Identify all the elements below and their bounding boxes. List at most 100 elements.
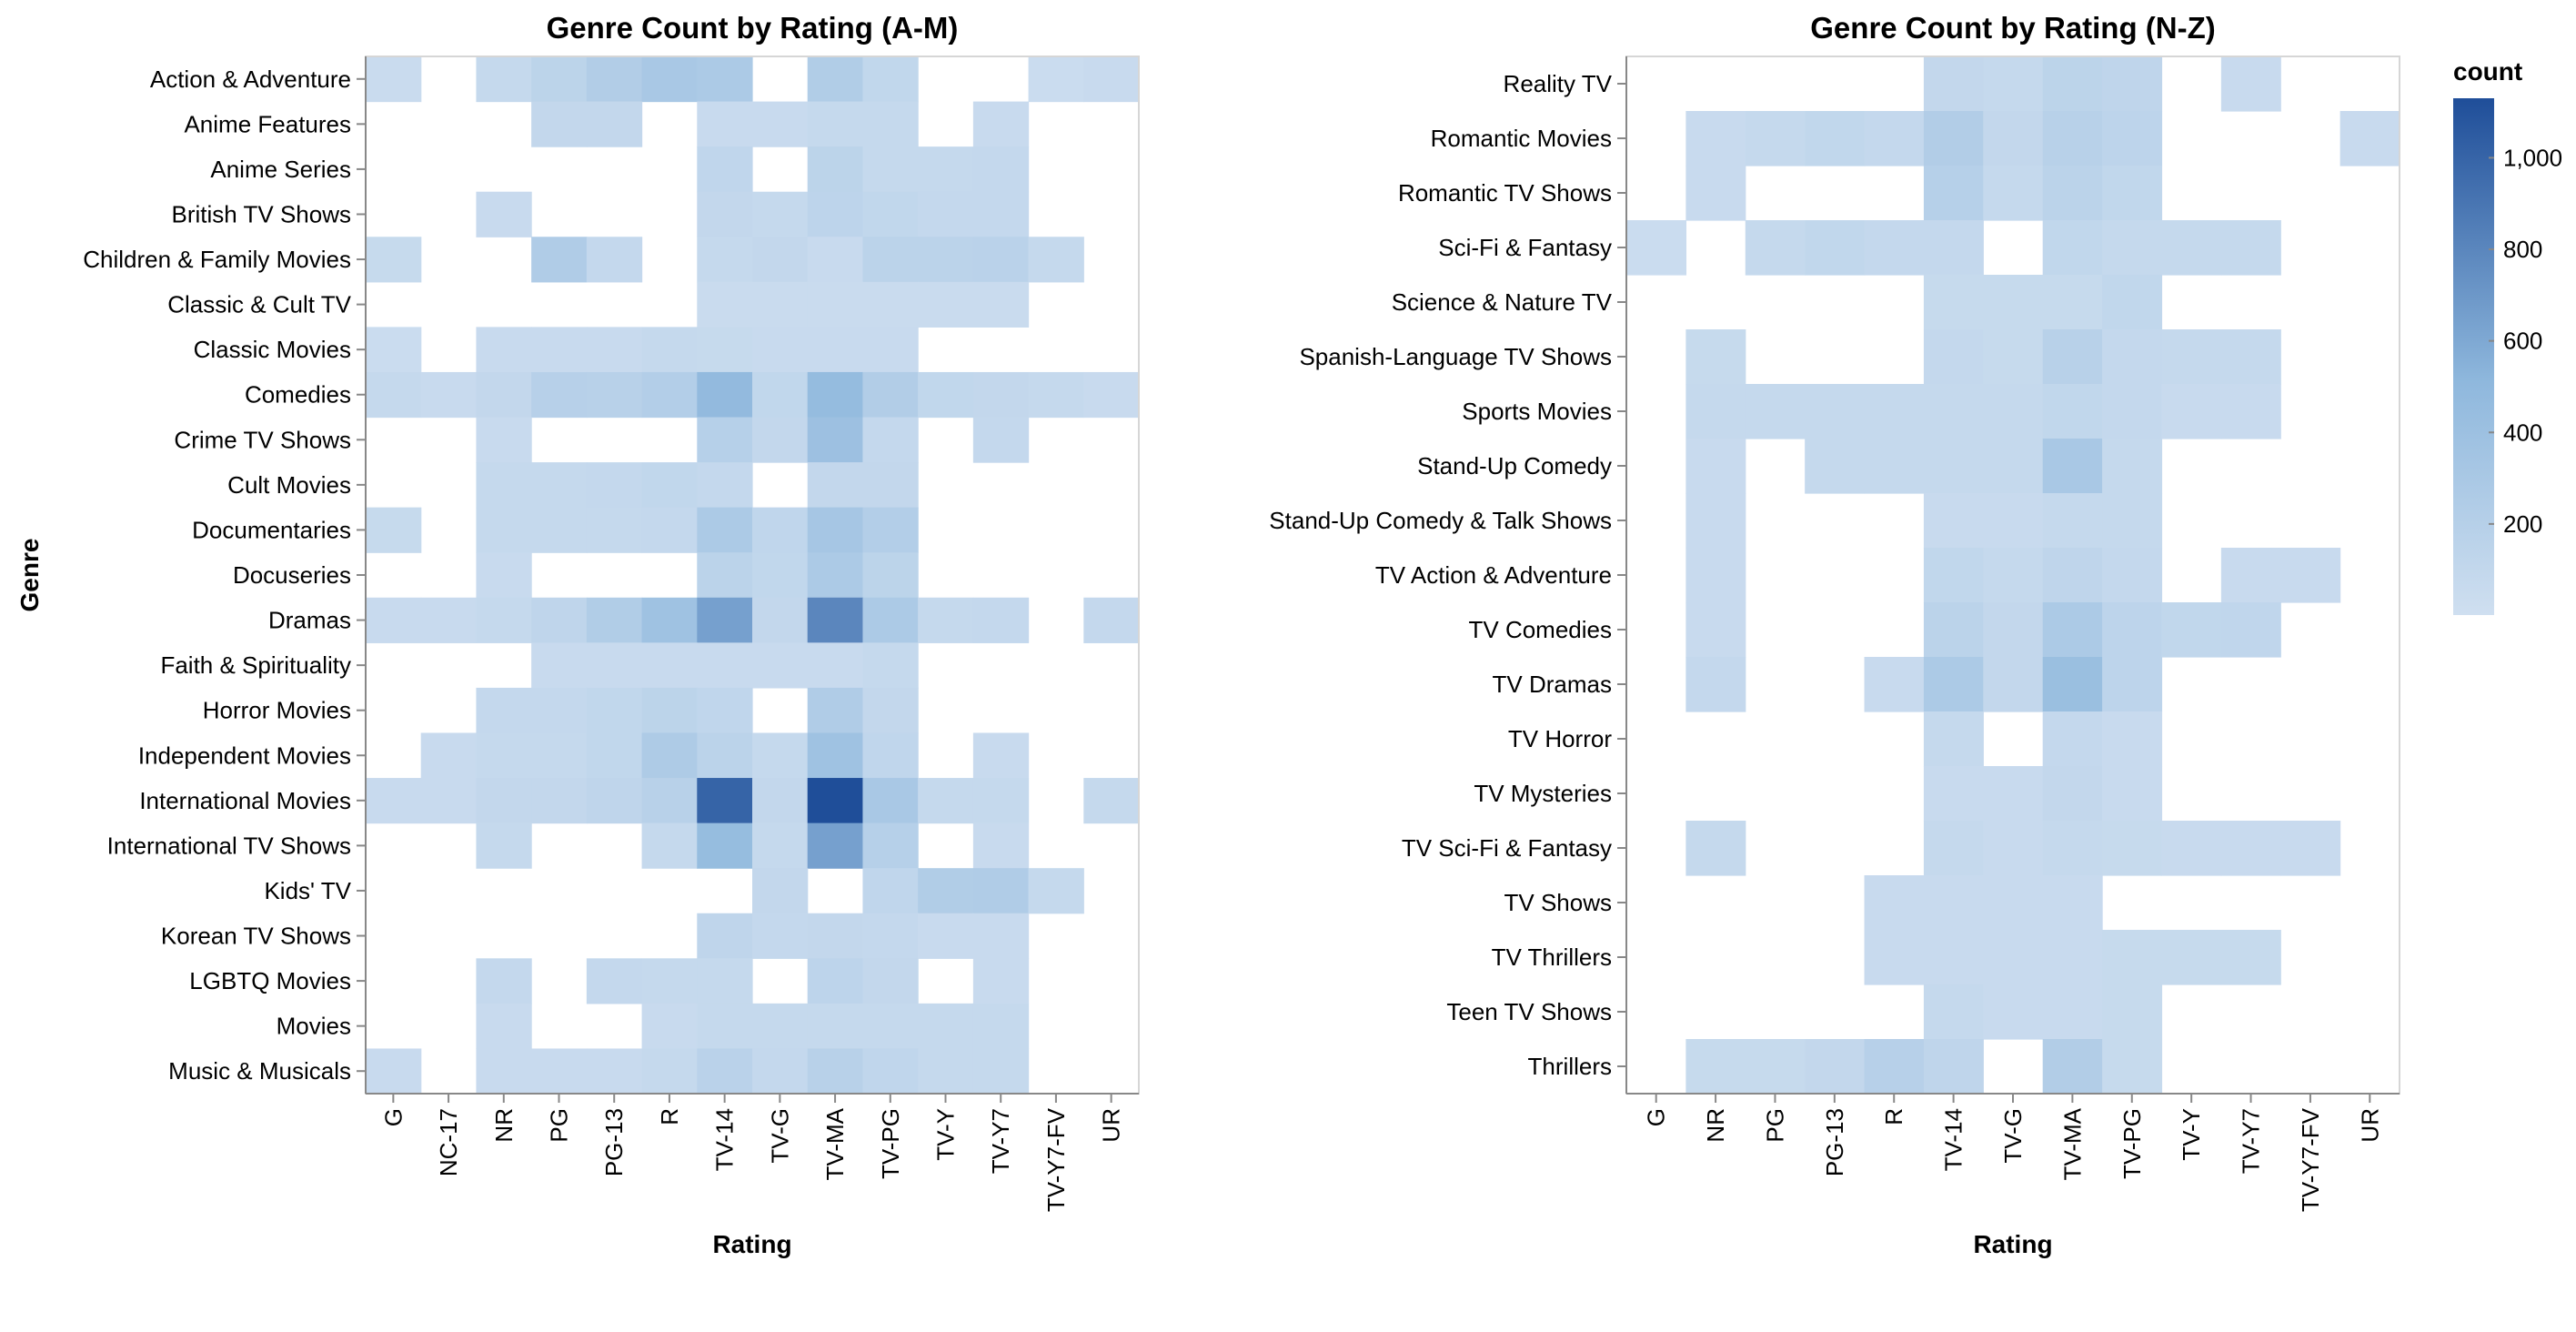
heatmap-cell bbox=[752, 237, 809, 283]
heatmap-cell bbox=[2340, 111, 2400, 166]
y-tick-label: Crime TV Shows bbox=[174, 426, 351, 453]
heatmap-cell bbox=[2102, 711, 2163, 767]
heatmap-cell bbox=[641, 822, 698, 869]
heatmap-cell bbox=[752, 191, 809, 237]
x-tick-label: R bbox=[656, 1108, 683, 1125]
heatmap-cell bbox=[531, 778, 588, 824]
x-tick-label: UR bbox=[1098, 1108, 1125, 1143]
y-tick-label: Korean TV Shows bbox=[161, 923, 351, 950]
heatmap-cell bbox=[697, 507, 753, 553]
x-axis-ticks: G NC-17 NR PG PG-13 R TV-14 TV-G TV-MA TV-PG TV-Y T… bbox=[379, 1094, 1125, 1212]
heatmap-cell bbox=[752, 371, 809, 419]
y-tick-label: Thrillers bbox=[1528, 1053, 1612, 1080]
heatmap-cell bbox=[1685, 111, 1746, 166]
heatmap-cell bbox=[918, 778, 974, 824]
heatmap-cell bbox=[918, 1003, 974, 1050]
heatmap-cell bbox=[862, 822, 919, 869]
heatmap-cell bbox=[1983, 56, 2044, 112]
heatmap-cell bbox=[641, 56, 698, 103]
heatmap-cell bbox=[1923, 111, 1984, 166]
heatmap-cell bbox=[531, 462, 588, 509]
x-tick-label: TV-PG bbox=[877, 1108, 904, 1179]
heatmap-cell bbox=[586, 327, 643, 373]
heatmap-cell bbox=[862, 56, 919, 103]
heatmap-cell bbox=[366, 778, 422, 824]
y-tick-label: Horror Movies bbox=[203, 697, 351, 724]
heatmap-cell bbox=[2042, 111, 2103, 166]
heatmap-cell bbox=[366, 507, 422, 553]
heatmap-cell bbox=[1923, 875, 1984, 931]
heatmap-cell bbox=[586, 597, 643, 643]
heatmap-cell bbox=[2042, 766, 2103, 822]
heatmap-cell bbox=[2220, 930, 2281, 985]
legend-tick-label: 400 bbox=[2503, 419, 2542, 446]
y-tick-label: Spanish-Language TV Shows bbox=[1299, 343, 1612, 370]
heatmap-cell bbox=[1028, 56, 1084, 103]
heatmap-cell bbox=[697, 146, 753, 193]
heatmap-cell bbox=[918, 597, 974, 643]
heatmap-cell bbox=[972, 146, 1030, 193]
y-axis-ticks: Reality TV Romantic Movies Romantic TV Sho… bbox=[1269, 70, 1626, 1080]
heatmap-cell bbox=[697, 56, 753, 103]
heatmap-cell bbox=[1685, 329, 1746, 385]
y-tick-label: British TV Shows bbox=[172, 200, 351, 227]
y-tick-label: Sports Movies bbox=[1462, 398, 1612, 425]
heatmap-cell bbox=[476, 732, 532, 779]
heatmap-cell bbox=[2042, 821, 2103, 876]
heatmap-cell bbox=[1923, 56, 1984, 112]
heatmap-cell bbox=[807, 371, 864, 419]
heatmap-cell bbox=[1923, 1039, 1984, 1095]
heatmap-cell bbox=[2042, 329, 2103, 385]
y-tick-label: TV Dramas bbox=[1493, 671, 1612, 698]
heatmap-cell bbox=[476, 56, 532, 103]
heatmap-cell bbox=[752, 778, 809, 824]
heatmap-cell bbox=[2220, 548, 2281, 603]
heatmap-cell bbox=[1923, 548, 1984, 603]
y-tick-label: Action & Adventure bbox=[150, 66, 351, 93]
x-tick-label: TV-MA bbox=[2058, 1107, 2086, 1180]
heatmap-cell bbox=[1923, 439, 1984, 494]
heatmap-cell bbox=[1685, 821, 1746, 876]
heatmap-cell bbox=[1864, 439, 1925, 494]
heatmap-cell bbox=[807, 56, 864, 103]
x-tick-label: TV-MA bbox=[821, 1107, 849, 1180]
heatmap-cell bbox=[1983, 111, 2044, 166]
heatmap-cell bbox=[972, 913, 1030, 959]
heatmap-cell bbox=[476, 191, 532, 237]
heatmap-cell bbox=[862, 417, 919, 463]
heatmap-cell bbox=[862, 552, 919, 599]
heatmap-cell bbox=[531, 1048, 588, 1095]
heatmap-cell bbox=[2102, 439, 2163, 494]
heatmap-cell bbox=[531, 371, 588, 419]
heatmap-cell bbox=[697, 371, 753, 419]
heatmap-cell bbox=[862, 913, 919, 959]
x-tick-label: G bbox=[1643, 1108, 1670, 1126]
heatmap-cell bbox=[918, 191, 974, 237]
x-tick-label: PG bbox=[546, 1108, 573, 1143]
heatmap-cell bbox=[862, 868, 919, 914]
legend-tick-label: 1,000 bbox=[2503, 144, 2562, 171]
heatmap-cell bbox=[1923, 275, 1984, 330]
y-tick-label: TV Horror bbox=[1508, 725, 1612, 752]
y-tick-label: Classic Movies bbox=[194, 336, 351, 363]
heatmap-cell bbox=[918, 237, 974, 283]
heatmap-cell bbox=[476, 462, 532, 509]
heatmap-cell bbox=[862, 778, 919, 824]
heatmap-cell bbox=[2220, 821, 2281, 876]
legend-tick-label: 200 bbox=[2503, 510, 2542, 538]
x-tick-label: R bbox=[1880, 1108, 1907, 1125]
x-tick-label: UR bbox=[2356, 1108, 2383, 1143]
heatmap-cell bbox=[2042, 984, 2103, 1040]
heatmap-cell bbox=[531, 237, 588, 283]
heatmap-cell bbox=[2042, 166, 2103, 221]
heatmap-cell bbox=[862, 327, 919, 373]
x-tick-label: TV-14 bbox=[1940, 1108, 1967, 1171]
heatmap-cell bbox=[752, 1048, 809, 1095]
heatmap-cell bbox=[862, 1048, 919, 1095]
y-tick-label: Cult Movies bbox=[227, 471, 351, 499]
x-tick-label: TV-Y7 bbox=[2238, 1108, 2265, 1174]
heatmap-cell bbox=[2102, 56, 2163, 112]
x-tick-label: PG-13 bbox=[1821, 1108, 1848, 1176]
heatmap-cell bbox=[1083, 56, 1140, 103]
